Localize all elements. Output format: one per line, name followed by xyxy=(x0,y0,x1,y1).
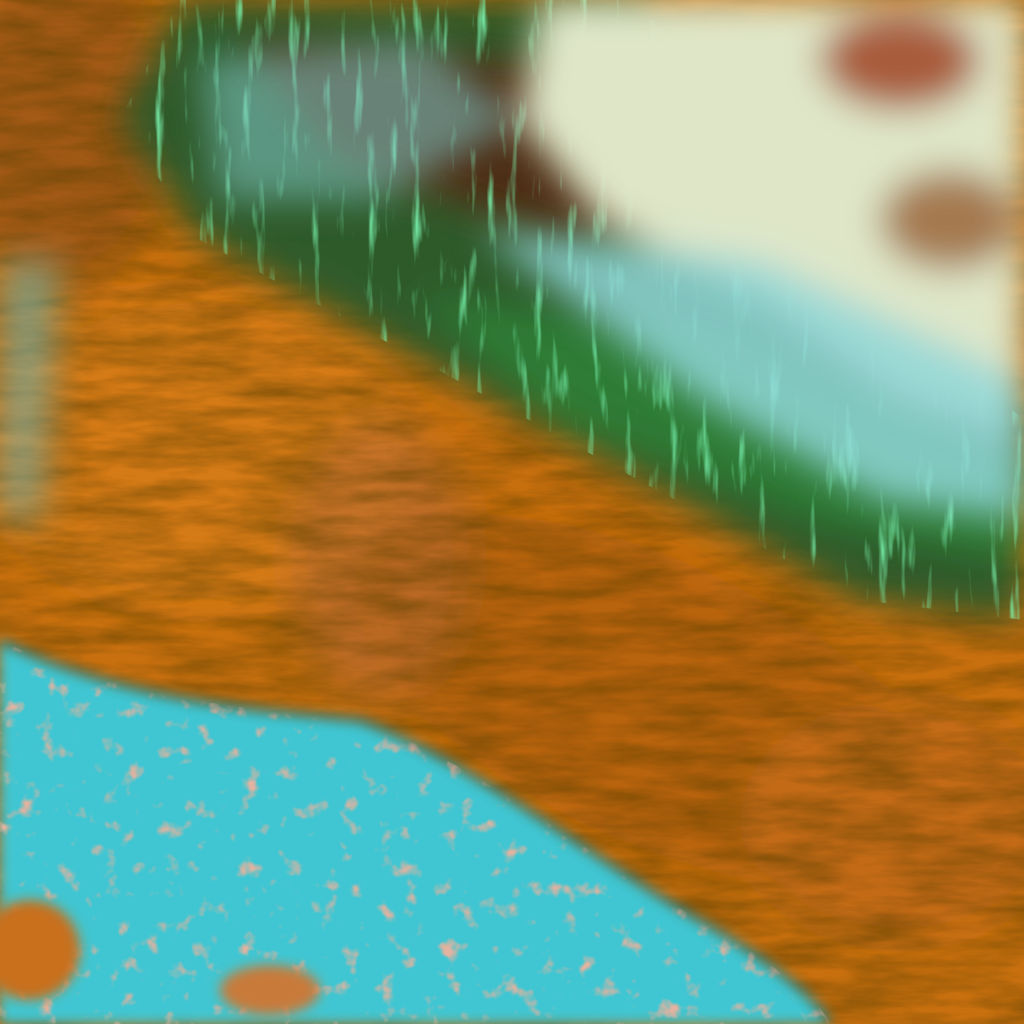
cloud-cover xyxy=(0,0,1024,520)
island xyxy=(0,900,80,1000)
island xyxy=(220,965,320,1015)
coastline xyxy=(0,637,833,1024)
